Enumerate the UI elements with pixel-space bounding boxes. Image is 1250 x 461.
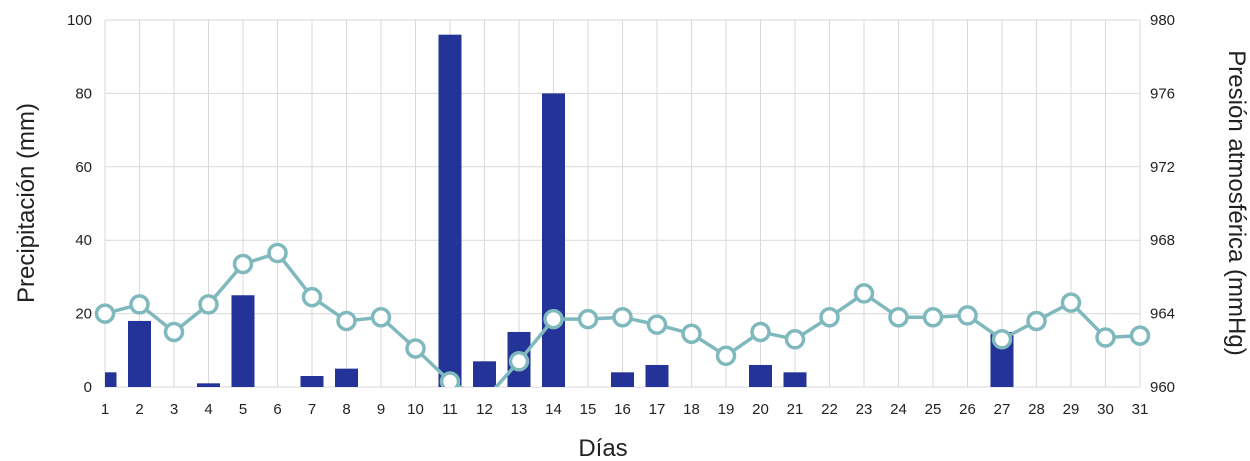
pressure-point [232,253,254,275]
pressure-point [198,294,219,315]
x-axis-title: Días [578,435,627,461]
pressure-point [750,321,771,343]
pressure-point [267,242,288,264]
x-tick-label: 27 [994,401,1011,418]
x-tick-label: 26 [959,401,976,418]
x-tick-label: 29 [1063,401,1080,418]
bar [542,93,565,388]
y-tick-label: 0 [84,379,92,396]
bar [438,34,462,388]
y2-tick-label: 972 [1150,159,1175,176]
line-layer [94,242,1151,387]
grid-layer [104,19,1141,388]
pressure-point [922,307,944,328]
x-tick-label: 31 [1132,401,1149,418]
y2-tick-label: 960 [1150,379,1175,396]
x-tick-label: 24 [890,401,907,418]
y-tick-label: 40 [75,232,92,249]
x-tick-label: 17 [649,401,666,418]
pressure-point [439,371,461,387]
bar [749,364,772,387]
y-axis-title: Precipitación (mm) [13,103,40,303]
pressure-point [612,307,633,328]
y2-tick-label: 964 [1150,306,1175,323]
bar [611,372,634,387]
x-tick-label: 7 [308,401,316,418]
y-tick-label: 100 [67,12,92,29]
bar [645,364,669,387]
pressure-point [577,308,599,330]
x-tick-label: 23 [856,401,873,418]
pressure-point [543,308,564,330]
bar [300,375,324,387]
x-tick-label: 9 [377,401,385,418]
pressure-point [1129,325,1151,346]
pressure-point [784,329,806,350]
x-tick-label: 1 [101,401,109,418]
y2-tick-label: 968 [1150,232,1175,249]
x-tick-label: 14 [545,401,562,418]
pressure-point [681,323,702,345]
pressure-point [94,303,116,324]
x-tick-label: 25 [925,401,942,418]
pressure-point [301,286,323,308]
x-tick-label: 21 [787,401,804,418]
bar [105,372,117,387]
pressure-series [94,242,1151,387]
x-tick-label: 2 [135,401,143,418]
y-tick-label: 60 [75,159,92,176]
x-tick-label: 8 [342,401,350,418]
pressure-point [819,307,840,328]
pressure-point [370,307,392,328]
x-tick-label: 4 [204,401,212,418]
pressure-point [1026,310,1047,332]
pressure-point [405,338,426,359]
pressure-point [715,345,737,367]
x-tick-label: 11 [442,401,458,418]
bar [783,372,807,387]
pressure-point [129,294,150,315]
x-tick-label: 6 [273,401,281,418]
tick-layer: 1 2 3 4 5 6 7 8 9 10 11 12 13 14 15 16 17 18 19 20 21 22 23 24 2… [67,12,1175,418]
pressure-point [508,351,530,372]
pressure-point [888,307,909,328]
x-tick-label: 15 [580,401,597,418]
x-tick-label: 13 [511,401,528,418]
bar [231,295,255,387]
pressure-point [853,283,875,304]
y2-axis-title: Presión atmosférica (mmHg) [1223,50,1250,355]
bar [128,320,151,387]
bar [335,368,358,387]
pressure-point [163,321,185,343]
bar [197,383,220,387]
bar [473,361,496,387]
x-tick-label: 20 [752,401,769,418]
y2-tick-label: 976 [1150,85,1175,102]
pressure-point [646,314,668,335]
x-tick-label: 16 [614,401,631,418]
pressure-point [957,305,978,326]
x-tick-label: 18 [683,401,700,418]
bar-layer [105,34,1014,388]
x-tick-label: 28 [1028,401,1045,418]
x-tick-label: 12 [476,401,493,418]
y2-tick-label: 980 [1150,12,1175,29]
x-tick-label: 10 [407,401,424,418]
pressure-point [1095,327,1116,348]
y-tick-label: 20 [75,306,92,323]
pressure-point [991,329,1013,350]
x-tick-label: 19 [718,401,735,418]
x-tick-label: 3 [170,401,178,418]
x-tick-label: 22 [821,401,838,418]
x-tick-label: 30 [1097,401,1114,418]
pressure-point [336,310,357,332]
y-tick-label: 80 [75,85,92,102]
pressure-point [1060,292,1082,313]
x-tick-label: 5 [239,401,247,418]
